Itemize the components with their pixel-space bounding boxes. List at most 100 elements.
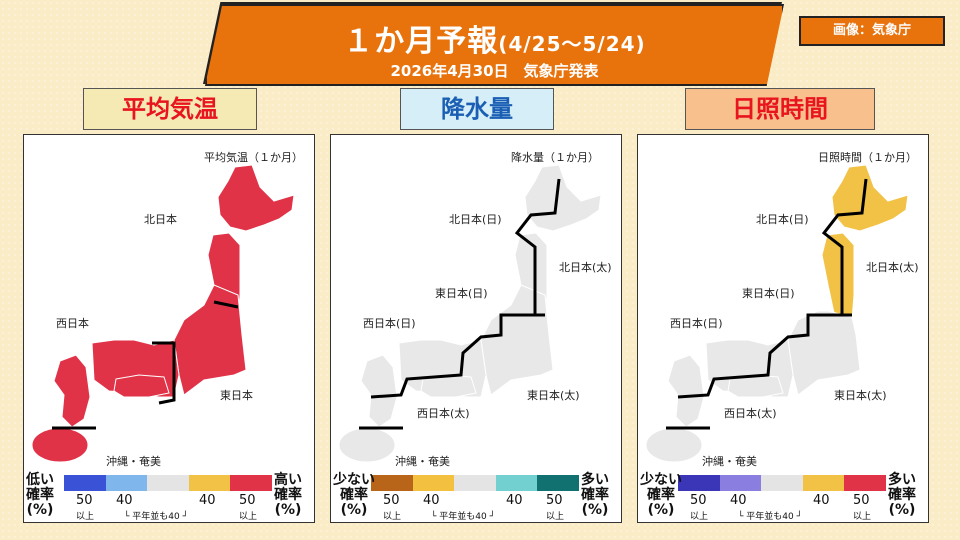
title-range: (4/25～5/24) — [498, 32, 646, 56]
legend-above: 以上 — [76, 512, 95, 522]
region-boundary — [821, 178, 868, 315]
legend-left-label: 少ない 確率 (%) — [640, 472, 682, 518]
legend-scale — [371, 475, 579, 491]
legend-swatch-3 — [761, 475, 803, 491]
region-boundary — [152, 341, 176, 405]
legend-swatch-3 — [454, 475, 496, 491]
kyushu-shape — [53, 354, 91, 428]
legend-num: 50 — [76, 493, 93, 508]
legend-swatch-2 — [412, 475, 455, 491]
okinawa-shape — [338, 427, 396, 463]
japan-map-precipitation — [338, 164, 602, 463]
shikoku-shape — [113, 374, 170, 398]
label-okinawa: 沖縄・奄美 — [106, 455, 161, 468]
hokkaido-shape — [217, 164, 295, 232]
honshu-north-shape — [821, 232, 855, 321]
legend-above: 以上 — [383, 512, 402, 522]
label-east-sea: 東日本(日) — [742, 287, 795, 300]
legend-above: 以上 — [853, 512, 872, 522]
title-main: １か月予報(4/25～5/24) — [343, 24, 646, 59]
honshu-central-shape — [173, 284, 247, 396]
okinawa-shape — [645, 427, 703, 463]
honshu-central-shape — [787, 310, 861, 396]
label-okinawa: 沖縄・奄美 — [395, 455, 450, 468]
legend-swatch-3 — [147, 475, 189, 491]
legend-swatch-4 — [802, 475, 845, 491]
label-north-sea: 北日本(日) — [449, 213, 502, 226]
title-subtitle: 2026年4月30日 気象庁発表 — [390, 62, 599, 80]
legend-swatch-5 — [230, 475, 272, 491]
label-west-pacific: 西日本(太) — [417, 407, 470, 420]
kyushu-shape — [360, 354, 398, 428]
legend-normal: └ 平年並も40 ┘ — [431, 512, 496, 522]
region-boundary — [370, 313, 545, 399]
map-title: 日照時間（１か月） — [818, 151, 917, 164]
label-east: 東日本 — [220, 389, 253, 402]
legend-swatch-2 — [105, 475, 148, 491]
map-title: 降水量（１か月） — [511, 151, 599, 164]
legend-right-label: 多い 確率 (%) — [888, 472, 916, 518]
label-west: 西日本 — [56, 317, 89, 330]
hokkaido-shape — [524, 164, 602, 232]
legend-swatch-2 — [719, 475, 762, 491]
legend-num: 40 — [730, 493, 747, 508]
legend-left-label: 少ない 確率 (%) — [333, 472, 375, 518]
legend-num: 50 — [853, 493, 870, 508]
legend-swatch-4 — [188, 475, 231, 491]
legend-normal: └ 平年並も40 ┘ — [124, 512, 189, 522]
legend-swatch-1 — [64, 475, 106, 491]
title-banner: １か月予報(4/25～5/24) 2026年4月30日 気象庁発表 — [205, 4, 784, 86]
legend-right-label: 多い 確率 (%) — [581, 472, 609, 518]
kyushu-shape — [667, 354, 705, 428]
legend-swatch-1 — [678, 475, 720, 491]
japan-map-sunshine — [645, 164, 909, 463]
legend-scale — [678, 475, 886, 491]
legend-swatch-1 — [371, 475, 413, 491]
hokkaido-shape — [831, 164, 909, 232]
panel-sunshine: 日照時間（１か月） 北日本(日) 北日本(太) 東日本(日) 西日本(日) 東日… — [637, 134, 929, 523]
legend-swatch-5 — [844, 475, 886, 491]
legend-above: 以上 — [690, 512, 709, 522]
label-north-pacific: 北日本(太) — [866, 261, 919, 274]
legend-num: 50 — [546, 493, 563, 508]
legend-num: 50 — [690, 493, 707, 508]
legend-right-label: 高い 確率 (%) — [274, 472, 302, 518]
label-west-pacific: 西日本(太) — [724, 407, 777, 420]
tag-temperature: 平均気温 — [83, 88, 257, 130]
panel-precipitation: 降水量（１か月） 北日本(日) 北日本(太) 東日本(日) 西日本(日) 東日本… — [330, 134, 622, 523]
legend-num: 40 — [813, 493, 830, 508]
legend-left-label: 低い 確率 (%) — [26, 472, 54, 518]
honshu-central-shape — [480, 284, 554, 396]
label-north-sea: 北日本(日) — [756, 213, 809, 226]
japan-map-temperature — [31, 164, 295, 463]
panel-temperature: 平均気温（１か月） 北日本 西日本 東日本 沖縄・奄美 低い 確率 (%) 高い 確率… — [23, 134, 315, 523]
legend-normal: └ 平年並も40 ┘ — [738, 512, 803, 522]
tag-sunshine: 日照時間 — [685, 88, 875, 130]
map-title: 平均気温（１か月） — [204, 151, 303, 164]
label-north: 北日本 — [144, 213, 177, 226]
label-east-pacific: 東日本(太) — [834, 389, 887, 402]
okinawa-shape — [31, 427, 89, 463]
image-credit: 画像：気象庁 — [799, 16, 945, 46]
label-west-sea: 西日本(日) — [363, 317, 416, 330]
legend-above: 以上 — [239, 512, 258, 522]
region-boundary — [213, 300, 239, 309]
label-east-sea: 東日本(日) — [435, 287, 488, 300]
legend-num: 50 — [383, 493, 400, 508]
legend-scale — [64, 475, 272, 491]
label-west-sea: 西日本(日) — [670, 317, 723, 330]
label-east-pacific: 東日本(太) — [527, 389, 580, 402]
legend-swatch-5 — [537, 475, 579, 491]
region-boundary — [677, 313, 852, 399]
label-north-pacific: 北日本(太) — [559, 261, 612, 274]
legend-above: 以上 — [546, 512, 565, 522]
legend-num: 40 — [199, 493, 216, 508]
legend-num: 40 — [506, 493, 523, 508]
region-boundary — [514, 178, 561, 315]
legend-num: 40 — [116, 493, 133, 508]
legend-num: 50 — [239, 493, 256, 508]
legend-num: 40 — [423, 493, 440, 508]
legend-swatch-4 — [495, 475, 538, 491]
tag-precipitation: 降水量 — [400, 88, 554, 130]
label-okinawa: 沖縄・奄美 — [702, 455, 757, 468]
